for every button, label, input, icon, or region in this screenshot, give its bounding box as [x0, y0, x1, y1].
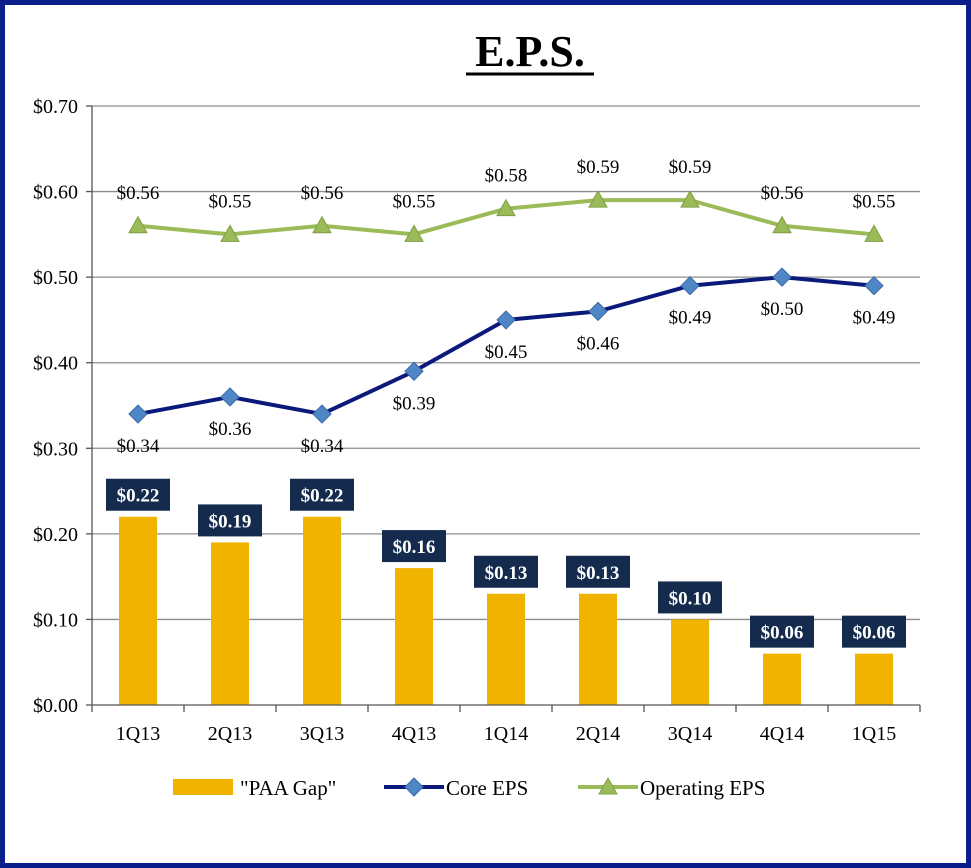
operating-eps-data-label: $0.55 [853, 191, 896, 212]
legend-marker-operating-eps [598, 776, 618, 795]
core-eps-point [220, 387, 240, 407]
core-eps-data-label: $0.50 [761, 299, 804, 320]
x-tick-label: 4Q14 [760, 723, 804, 745]
operating-eps-data-label: $0.58 [485, 166, 528, 187]
operating-eps-point [864, 224, 884, 242]
paa-gap-label-box [566, 555, 630, 588]
core-eps-point [680, 275, 700, 296]
core-eps-point [772, 267, 792, 287]
core-eps-data-label: $0.46 [577, 333, 620, 354]
legend-marker-core-eps [404, 777, 424, 797]
paa-gap-label-box [382, 530, 446, 563]
operating-eps-point [128, 215, 148, 234]
paa-gap-data-label: $0.10 [669, 588, 712, 609]
paa-gap-bar [395, 568, 433, 705]
core-eps-point [864, 275, 884, 296]
operating-eps-point [588, 190, 608, 208]
operating-eps-point [496, 198, 516, 217]
x-tick-label: 2Q13 [208, 723, 252, 745]
paa-gap-data-label: $0.19 [209, 511, 252, 532]
paa-gap-label-box [290, 478, 354, 511]
paa-gap-data-label: $0.13 [485, 563, 528, 584]
x-tick-label: 1Q14 [484, 723, 528, 745]
operating-eps-data-label: $0.56 [761, 183, 804, 204]
y-tick-label: $0.60 [33, 182, 78, 204]
paa-gap-bar [671, 619, 709, 705]
core-eps-data-label: $0.34 [301, 436, 344, 457]
legend-label-operating-eps: Operating EPS [640, 776, 765, 800]
core-eps-data-label: $0.36 [209, 419, 252, 440]
paa-gap-data-label: $0.13 [577, 563, 620, 584]
y-tick-label: $0.10 [33, 609, 78, 631]
x-tick-label: 1Q15 [852, 723, 896, 745]
paa-gap-label-box [198, 504, 262, 537]
paa-gap-bar [211, 542, 249, 705]
eps-lines: $0.56 $0.55 $0.56 $0.55 $0.58 $0.59 $0.59 $0.56… [117, 157, 896, 457]
paa-gap-bar [119, 516, 157, 705]
y-tick-label: $0.40 [33, 353, 78, 375]
core-eps-point [312, 404, 332, 424]
legend-label-paa-gap: "PAA Gap" [240, 776, 336, 800]
x-tick-label: 3Q14 [668, 723, 712, 745]
core-eps-data-label: $0.45 [485, 342, 528, 363]
paa-gap-label-box [750, 615, 814, 648]
core-eps-data-label: $0.34 [117, 436, 160, 457]
operating-eps-data-label: $0.56 [301, 183, 344, 204]
paa-gap-data-label: $0.06 [761, 623, 804, 644]
paa-gap-data-label: $0.22 [117, 486, 160, 507]
axes: $0.00 $0.10 $0.20 $0.30 $0.40 $0.50 $0.60 $0.70… [33, 96, 921, 745]
operating-eps-point [404, 224, 424, 242]
x-tick-label: 4Q13 [392, 723, 436, 745]
core-eps-point [588, 301, 608, 322]
paa-gap-bars: $0.22 $0.19 $0.22 $0.16 $0.13 $0.13 $0.10 $0.06… [106, 478, 906, 705]
legend-swatch-paa-gap [173, 779, 233, 795]
paa-gap-data-label: $0.22 [301, 486, 344, 507]
operating-eps-data-label: $0.55 [393, 191, 436, 212]
operating-eps-point [772, 215, 792, 234]
paa-gap-bar [303, 516, 341, 705]
paa-gap-label-box [842, 615, 906, 648]
paa-gap-data-label: $0.06 [853, 623, 896, 644]
y-tick-label: $0.70 [33, 96, 78, 118]
core-eps-point [128, 404, 148, 424]
y-tick-label: $0.00 [33, 695, 78, 717]
core-eps-point [404, 361, 424, 381]
x-tick-label: 2Q14 [576, 723, 620, 745]
core-eps-data-label: $0.39 [393, 393, 436, 414]
y-tick-label: $0.20 [33, 524, 78, 546]
x-tick-label: 3Q13 [300, 723, 344, 745]
operating-eps-point [680, 190, 700, 208]
paa-gap-label-box [658, 581, 722, 614]
legend-label-core-eps: Core EPS [446, 776, 528, 800]
core-eps-data-label: $0.49 [853, 308, 896, 329]
paa-gap-bar [763, 653, 801, 705]
y-tick-label: $0.50 [33, 267, 78, 289]
y-tick-label: $0.30 [33, 438, 78, 460]
core-eps-point [496, 310, 516, 330]
paa-gap-bar [855, 653, 893, 705]
operating-eps-data-label: $0.59 [669, 157, 712, 178]
operating-eps-point [220, 224, 240, 242]
operating-eps-data-label: $0.56 [117, 183, 160, 204]
x-tick-label: 1Q13 [116, 723, 160, 745]
paa-gap-bar [487, 593, 525, 705]
paa-gap-label-box [474, 555, 538, 588]
chart-title: E.P.S. [475, 27, 585, 76]
paa-gap-data-label: $0.16 [393, 537, 436, 558]
operating-eps-data-label: $0.59 [577, 157, 620, 178]
operating-eps-point [312, 215, 332, 234]
legend: "PAA Gap" Core EPS Operating EPS [173, 776, 765, 800]
paa-gap-bar [579, 593, 617, 705]
operating-eps-data-label: $0.55 [209, 191, 252, 212]
paa-gap-label-box [106, 478, 170, 511]
core-eps-data-label: $0.49 [669, 308, 712, 329]
